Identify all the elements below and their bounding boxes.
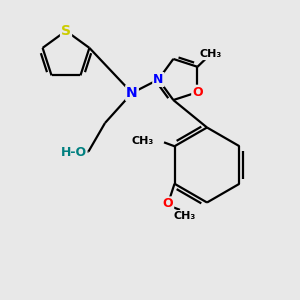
Text: O: O <box>163 197 173 210</box>
Text: H-O: H-O <box>60 146 87 159</box>
Text: CH₃: CH₃ <box>200 49 222 59</box>
Text: CH₃: CH₃ <box>131 136 154 146</box>
Text: O: O <box>192 86 203 99</box>
Text: N: N <box>153 73 164 86</box>
Text: S: S <box>61 24 71 38</box>
Text: CH₃: CH₃ <box>173 211 196 221</box>
Text: N: N <box>126 86 138 100</box>
